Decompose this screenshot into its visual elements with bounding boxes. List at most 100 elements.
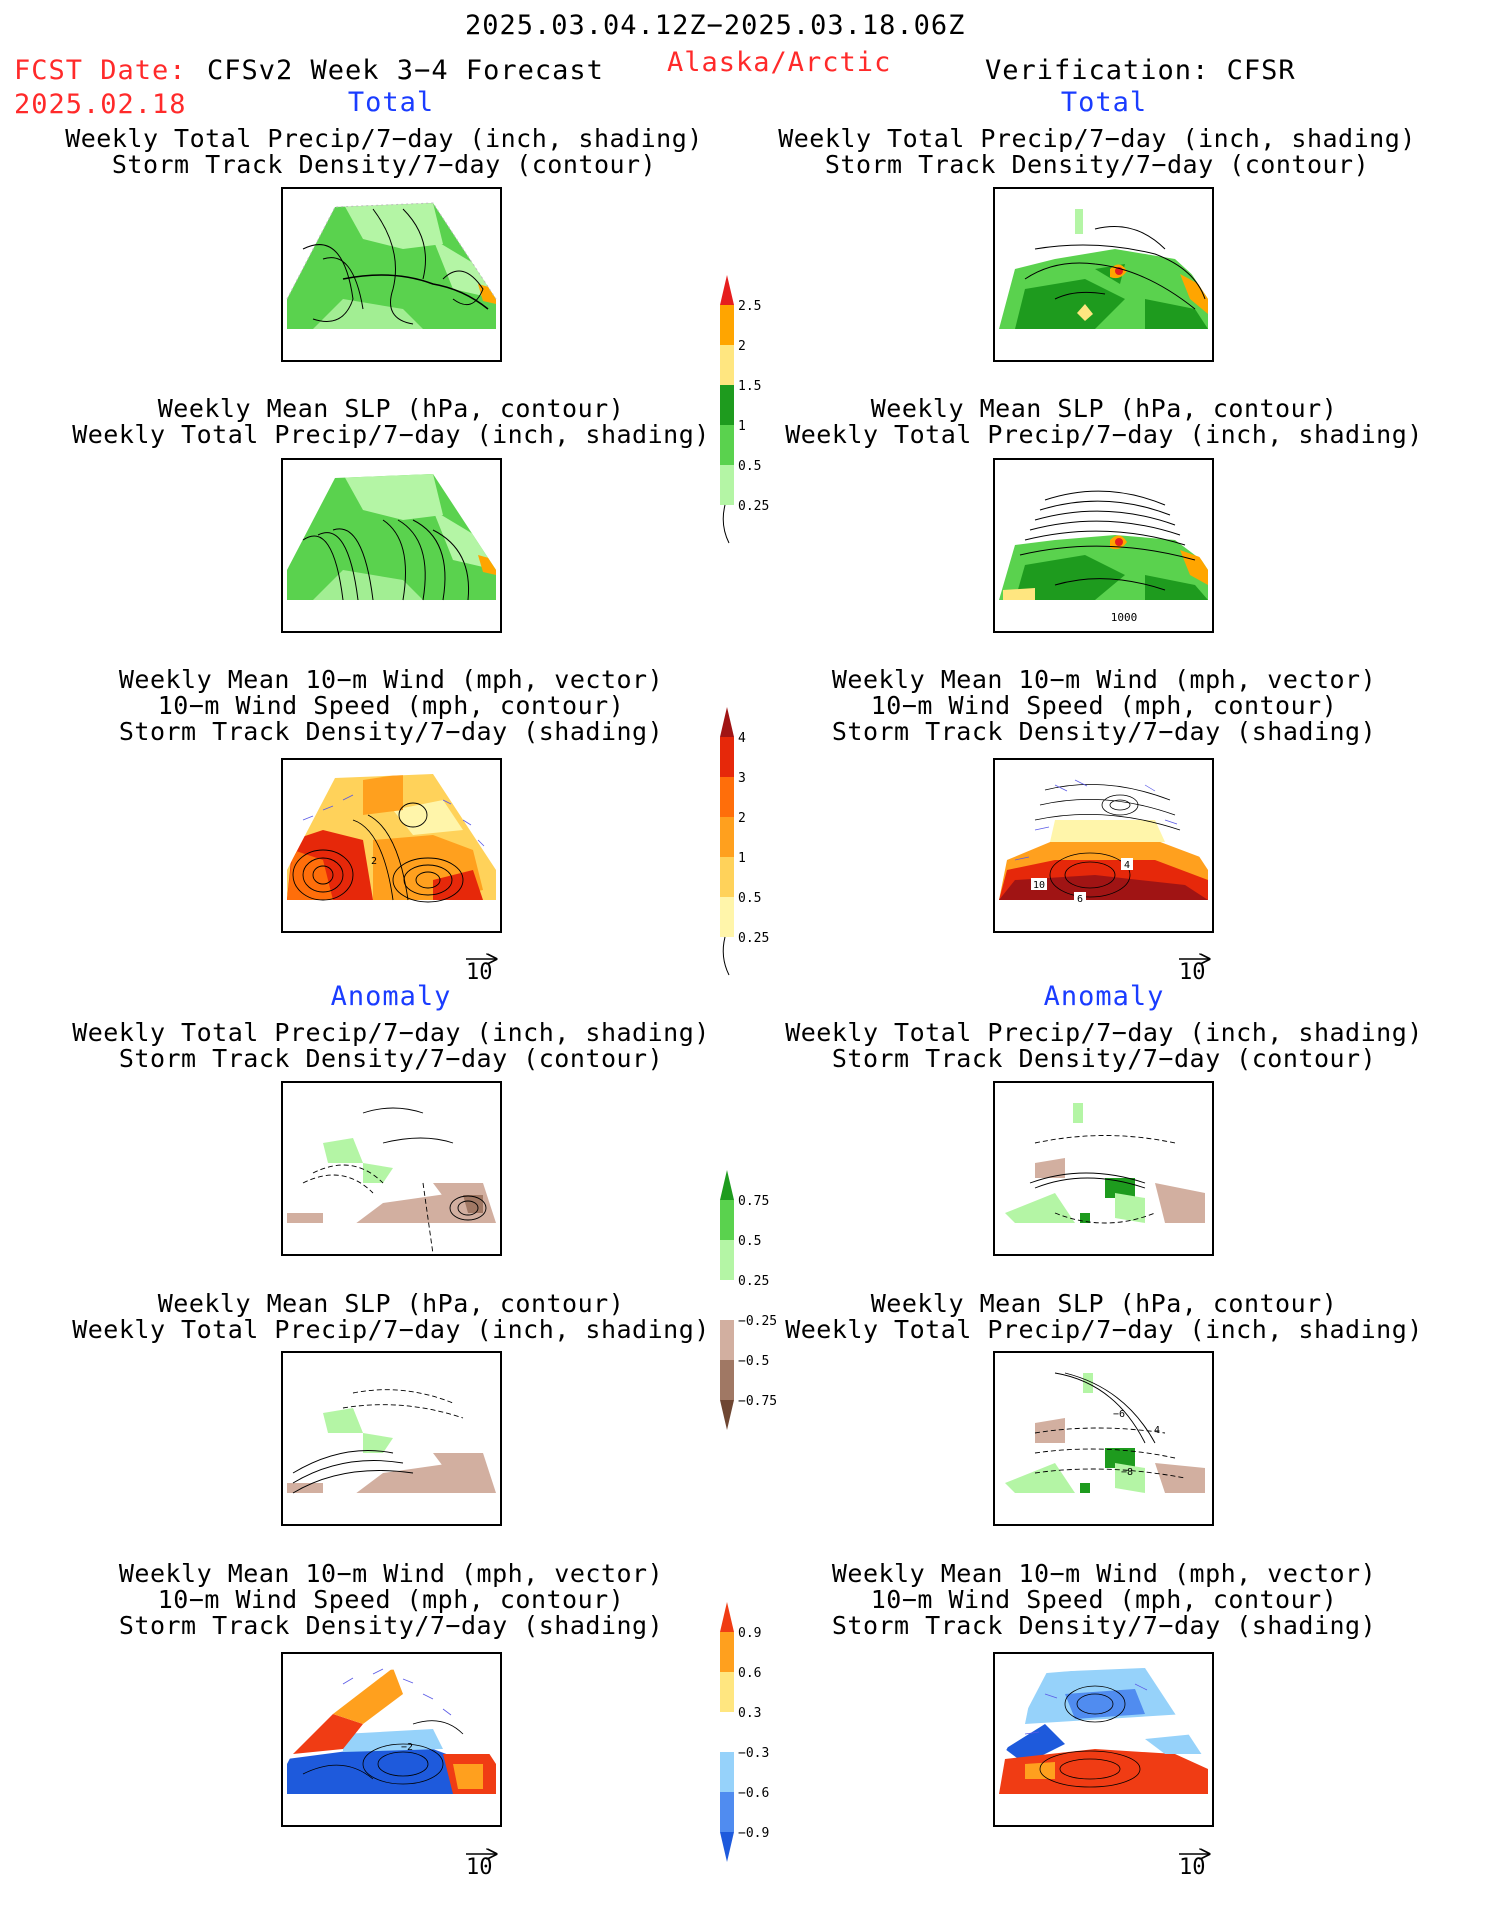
colorbar-tick-label: −0.3 xyxy=(738,1746,769,1761)
title-line: Weekly Mean SLP (hPa, contour) xyxy=(157,394,625,423)
title-line: 10−m Wind Speed (mph, contour) xyxy=(870,691,1338,720)
map-plot xyxy=(287,1367,496,1494)
colorbar-segment xyxy=(720,305,734,345)
title-line: Storm Track Density/7−day (contour) xyxy=(824,150,1370,179)
map-plot xyxy=(999,203,1208,329)
colorbar-segment xyxy=(720,1602,734,1632)
vector-scale-label: 10 xyxy=(1179,1855,1206,1880)
colorbar-tick-label: 0.25 xyxy=(738,931,769,946)
vector-scale-label: 10 xyxy=(1179,960,1206,985)
colorbar-tick-label: 0.25 xyxy=(738,1274,769,1289)
contour-label: 10 xyxy=(1033,880,1045,891)
map-plot xyxy=(287,474,496,601)
map-plot xyxy=(999,1097,1208,1224)
map-plot: −2 xyxy=(287,1668,496,1794)
title-line: Weekly Mean SLP (hPa, contour) xyxy=(870,1289,1338,1318)
colorbar-storm-anomaly: 0.9 0.6 0.3 −0.3 −0.6 −0.9 xyxy=(712,1592,822,1882)
section-anomaly-left: Anomaly xyxy=(330,981,452,1012)
title-r-anom-3: Weekly Mean 10−m Wind (mph, vector) 10−m… xyxy=(832,1561,1376,1639)
title-r-total-3: Weekly Mean 10−m Wind (mph, vector) 10−m… xyxy=(832,667,1376,745)
title-line: Weekly Total Precip/7−day (inch, shading… xyxy=(785,1315,1423,1344)
vector-scale-arrow xyxy=(1179,952,1213,966)
colorbar-segment xyxy=(720,275,734,305)
map-panel-l-anom-wind-storm: −2 xyxy=(281,1652,502,1827)
contour-label: 2 xyxy=(371,856,377,867)
colorbar-segment xyxy=(720,707,734,737)
map-plot: 2 xyxy=(287,774,496,903)
verification-title: Verification: CFSR xyxy=(985,55,1296,86)
fcst-label: FCST Date: xyxy=(14,55,187,86)
colorbar-tick-label: 0.5 xyxy=(738,891,761,906)
title-line: Weekly Total Precip/7−day (inch, shading… xyxy=(72,420,710,449)
map-plot xyxy=(287,1097,496,1254)
contour-label: 1000 xyxy=(1111,611,1138,624)
title-line: Weekly Total Precip/7−day (inch, shading… xyxy=(72,1315,710,1344)
title-line: Storm Track Density/7−day (shading) xyxy=(118,1611,664,1640)
map-panel-r-total-precip-storm xyxy=(993,187,1214,362)
title-l-anom-2: Weekly Mean SLP (hPa, contour) Weekly To… xyxy=(72,1291,710,1343)
colorbar-tick-label: 2 xyxy=(738,811,746,826)
title-line: 10−m Wind Speed (mph, contour) xyxy=(870,1585,1338,1614)
map-panel-l-anom-precip-storm xyxy=(281,1081,502,1256)
colorbar-segment xyxy=(720,1712,734,1752)
colorbar-tick-label: 3 xyxy=(738,771,746,786)
model-title: CFSv2 Week 3−4 Forecast xyxy=(207,55,604,86)
map-panel-r-anom-slp-precip: −6 4 −8 xyxy=(993,1351,1214,1526)
colorbar-tick-label: 4 xyxy=(738,731,746,746)
map-panel-l-total-slp-precip xyxy=(281,458,502,633)
colorbar-segment xyxy=(720,817,734,857)
title-r-total-1: Weekly Total Precip/7−day (inch, shading… xyxy=(778,126,1416,178)
colorbar-tick-label: −0.25 xyxy=(738,1314,777,1329)
colorbar-tick-label: 1.5 xyxy=(738,379,761,394)
contour-label: 6 xyxy=(1077,894,1083,905)
colorbar-tick-label: −0.9 xyxy=(738,1826,769,1841)
map-panel-l-total-precip-storm xyxy=(281,187,502,362)
map-panel-r-anom-precip-storm xyxy=(993,1081,1214,1256)
vector-scale-label: 10 xyxy=(466,960,493,985)
colorbar-tail xyxy=(722,936,730,976)
colorbar-segment xyxy=(720,777,734,817)
colorbar-tick-label: 2.5 xyxy=(738,299,761,314)
title-r-anom-2: Weekly Mean SLP (hPa, contour) Weekly To… xyxy=(785,1291,1423,1343)
title-line: Weekly Total Precip/7−day (inch, shading… xyxy=(72,1018,710,1047)
colorbar-tick-label: −0.5 xyxy=(738,1354,769,1369)
colorbar-segment xyxy=(720,1240,734,1280)
colorbar-segment xyxy=(720,857,734,897)
colorbar-segment xyxy=(720,737,734,777)
title-line: Weekly Mean SLP (hPa, contour) xyxy=(870,394,1338,423)
section-total-right: Total xyxy=(1060,87,1148,118)
vector-scale-arrow xyxy=(466,952,500,966)
title-line: Weekly Mean 10−m Wind (mph, vector) xyxy=(831,665,1377,694)
map-panel-r-total-slp-precip: 1000 xyxy=(993,458,1214,633)
map-panel-r-anom-wind-storm xyxy=(993,1652,1214,1827)
contour-label: −8 xyxy=(1121,1467,1133,1478)
colorbar-storm-total: 4 3 2 1 0.5 0.25 xyxy=(712,697,822,987)
colorbar-precip-total: 2.5 2 1.5 1 0.5 0.25 xyxy=(712,265,822,555)
title-line: Weekly Mean 10−m Wind (mph, vector) xyxy=(118,665,664,694)
title-l-anom-1: Weekly Total Precip/7−day (inch, shading… xyxy=(72,1020,710,1072)
colorbar-segment xyxy=(720,897,734,937)
title-line: Storm Track Density/7−day (contour) xyxy=(111,150,657,179)
colorbar-segment xyxy=(720,1792,734,1832)
colorbar-segment xyxy=(720,1360,734,1400)
colorbar-segment xyxy=(720,425,734,465)
contour-label: −2 xyxy=(401,1742,413,1753)
map-plot: 1000 xyxy=(999,474,1208,624)
colorbar-tick-label: 0.5 xyxy=(738,1234,761,1249)
title-line: Storm Track Density/7−day (shading) xyxy=(831,717,1377,746)
colorbar-segment xyxy=(720,465,734,505)
vector-scale-label: 10 xyxy=(466,1855,493,1880)
title-l-anom-3: Weekly Mean 10−m Wind (mph, vector) 10−m… xyxy=(119,1561,663,1639)
section-total-left: Total xyxy=(347,87,435,118)
title-line: 10−m Wind Speed (mph, contour) xyxy=(157,1585,625,1614)
title-l-total-2: Weekly Mean SLP (hPa, contour) Weekly To… xyxy=(72,396,710,448)
title-line: Weekly Mean 10−m Wind (mph, vector) xyxy=(118,1559,664,1588)
colorbar-segment xyxy=(720,1170,734,1200)
colorbar-tick-label: 1 xyxy=(738,851,746,866)
map-panel-l-total-wind-storm: 2 xyxy=(281,758,502,933)
colorbar-segment xyxy=(720,1632,734,1672)
vector-scale-arrow xyxy=(466,1847,500,1861)
title-line: Weekly Total Precip/7−day (inch, shading… xyxy=(785,420,1423,449)
colorbar-segment xyxy=(720,1672,734,1712)
colorbar-tick-label: 0.25 xyxy=(738,499,769,514)
